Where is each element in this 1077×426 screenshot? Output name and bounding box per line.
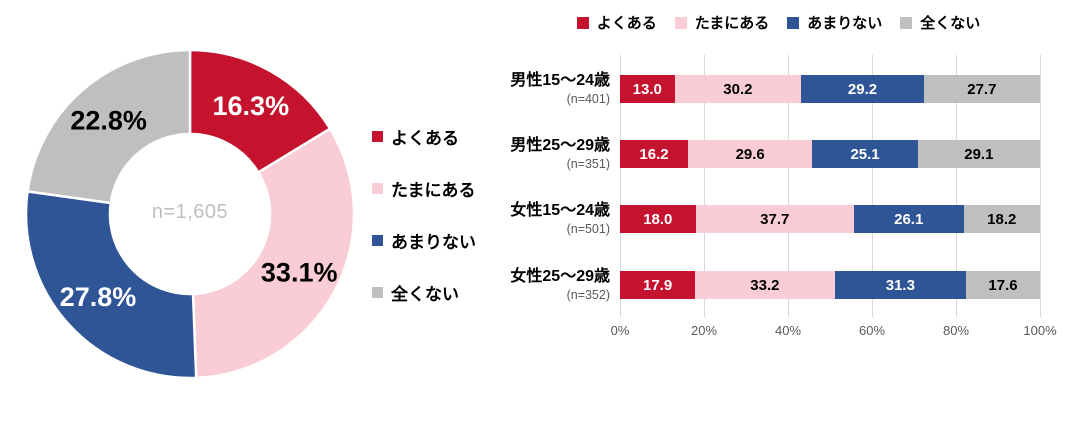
bar-value-label: 18.2 [987,210,1017,228]
donut-legend-item-4: 全くない [372,280,476,305]
category-label: 女性25～29歳 (n=352) [480,267,610,303]
bar-value-label: 29.1 [964,145,994,163]
bar-value-label: 31.3 [885,276,915,294]
bar-legend-item-1: よくある [576,12,657,33]
donut-segment-3 [24,189,198,380]
x-axis-tick-label: 60% [858,323,886,338]
legend-swatch-icon [674,16,687,29]
bar-value-label: 30.2 [723,80,753,98]
bar-segment-3: 31.3 [834,271,967,299]
bar-segment-2: 30.2 [674,75,802,103]
category-name: 男性15～24歳 [510,72,610,89]
gridline [956,55,957,317]
category-label: 男性25～29歳 (n=351) [480,136,610,172]
legend-label: よくある [391,129,459,148]
bar-segment-2: 37.7 [695,205,854,233]
legend-swatch-icon [372,183,383,194]
bar-legend-item-4: 全くない [900,12,980,33]
category-name: 男性25～29歳 [510,137,610,154]
x-axis-tick-label: 100% [1023,323,1057,338]
donut-center-label: n=1,605 [151,201,229,223]
bar-segment-3: 25.1 [812,140,918,168]
category-label: 女性15～24歳 (n=501) [480,201,610,237]
category-n: (n=351) [566,157,610,171]
bar-value-label: 25.1 [850,145,880,163]
bar-row: 18.0 37.7 26.1 18.2 [620,205,1040,233]
donut-legend-item-2: たまにある [372,176,476,201]
bar-legend: よくある たまにある あまりない 全くない [480,12,1077,33]
legend-swatch-icon [372,235,383,246]
bar-value-label: 27.7 [967,80,997,98]
donut-segment-2 [191,127,356,380]
donut-legend-item-3: あまりない [372,228,476,253]
bar-segment-1: 16.2 [620,140,689,168]
stacked-bar-chart: よくある たまにある あまりない 全くない 男性15～24歳 (n=401) 13.0 30… [480,0,1077,426]
bar-segment-4: 29.1 [917,140,1040,168]
legend-swatch-icon [787,16,800,29]
bar-row: 17.9 33.2 31.3 17.6 [620,271,1040,299]
bar-segment-1: 18.0 [620,205,696,233]
bar-legend-item-2: たまにある [674,12,770,33]
donut-segment-4 [26,48,192,205]
bar-segment-1: 13.0 [620,75,675,103]
legend-label: あまりない [391,233,476,252]
gridline [1040,55,1041,317]
gridline [872,55,873,317]
x-axis-tick-label: 20% [690,323,718,338]
legend-label: 全くない [920,15,981,32]
bar-segment-3: 29.2 [801,75,924,103]
bar-segment-4: 27.7 [923,75,1040,103]
legend-label: よくある [596,15,657,32]
bar-segment-3: 26.1 [853,205,964,233]
category-n: (n=401) [566,92,610,106]
donut-legend: よくあるたまにあるあまりない全くない [372,124,476,305]
legend-label: 全くない [391,285,459,304]
bar-row: 16.2 29.6 25.1 29.1 [620,140,1040,168]
legend-label: あまりない [807,15,883,32]
bar-segment-2: 33.2 [695,271,835,299]
x-axis-tick-label: 40% [774,323,802,338]
bar-value-label: 29.2 [847,80,878,98]
legend-swatch-icon [372,287,383,298]
gridline [704,55,705,317]
bar-legend-item-3: あまりない [787,12,882,33]
donut-value-label: 16.3% [213,91,290,121]
legend-label: たまにある [694,15,770,32]
bar-value-label: 18.0 [643,210,673,228]
donut-svg: 16.3% 33.1% 27.8% 22.8% [24,48,356,380]
donut-value-label: 22.8% [70,106,147,136]
bar-value-label: 17.6 [988,276,1018,294]
donut-legend-item-1: よくある [372,124,476,149]
bar-value-label: 16.2 [639,145,669,163]
bar-value-label: 37.7 [760,210,790,228]
x-axis-tick-label: 0% [610,323,630,338]
bar-row: 13.0 30.2 29.2 27.7 [620,75,1040,103]
bar-segment-4: 17.6 [966,271,1040,299]
donut-value-label: 33.1% [261,258,338,288]
bar-value-label: 29.6 [735,145,765,163]
donut-value-label: 27.8% [60,282,137,312]
bar-segment-4: 18.2 [963,205,1040,233]
gridline [620,55,621,317]
legend-swatch-icon [372,131,383,142]
bar-value-label: 17.9 [642,276,673,294]
legend-label: たまにある [391,181,476,200]
donut-segment-1 [188,48,332,175]
bar-value-label: 26.1 [894,210,924,228]
bar-segment-1: 17.9 [620,271,696,299]
legend-swatch-icon [576,16,589,29]
category-n: (n=501) [566,222,610,236]
bar-segment-2: 29.6 [688,140,813,168]
category-name: 女性25～29歳 [510,268,610,285]
bar-value-label: 13.0 [632,80,662,98]
category-name: 女性15～24歳 [510,202,610,219]
bar-value-label: 33.2 [750,276,780,294]
category-label: 男性15～24歳 (n=401) [480,71,610,107]
legend-swatch-icon [900,16,913,29]
category-n: (n=352) [566,288,610,302]
x-axis-tick-label: 80% [942,323,970,338]
gridline [788,55,789,317]
